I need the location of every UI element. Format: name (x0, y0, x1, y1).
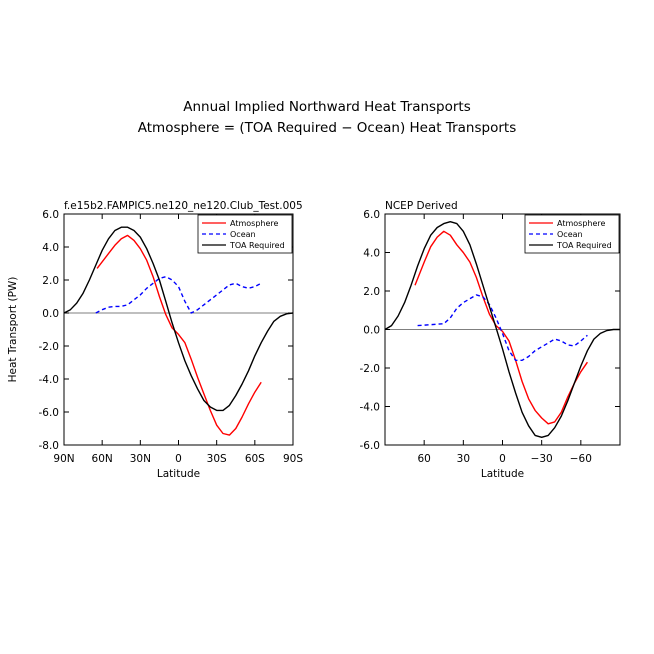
x-tick-label: 0 (175, 453, 182, 465)
legend-label: TOA Required (229, 241, 285, 250)
y-axis-label: Heat Transport (PW) (7, 277, 19, 383)
x-tick-label: 0 (499, 453, 506, 465)
legend-label: TOA Required (556, 241, 612, 250)
figure-title-line1: Annual Implied Northward Heat Transports (183, 99, 471, 115)
left-panel: 90N 60N 30N 0 30S 60S 90S 6.0 4.0 2.0 0.0 -2.0 -4.0 -… (7, 200, 303, 480)
series-line-ocean (95, 276, 262, 314)
series-line-atmosphere (96, 234, 262, 436)
x-tick-label: 30S (207, 453, 227, 465)
x-tick-label: 30 (457, 453, 470, 465)
y-tick-label: 0.0 (363, 325, 380, 337)
x-tick-label: −60 (570, 453, 592, 465)
legend-box (197, 214, 293, 254)
y-tick-label: -6.0 (360, 440, 381, 452)
y-tick-label: -6.0 (39, 407, 60, 419)
legend: Atmosphere Ocean TOA Required (197, 214, 293, 254)
series-line-atmosphere (414, 230, 588, 425)
legend-label: Atmosphere (230, 219, 279, 228)
y-tick-label: 6.0 (42, 209, 59, 221)
y-tick-label: 6.0 (363, 209, 380, 221)
x-tick-label: 90N (53, 453, 74, 465)
legend-label: Atmosphere (557, 219, 606, 228)
panel-subtitle: f.e15b2.FAMPIC5.ne120_ne120.Club_Test.00… (64, 200, 303, 212)
legend-box (524, 214, 620, 254)
x-tick-label: 90S (283, 453, 303, 465)
x-axis-label: Latitude (157, 468, 200, 480)
y-tick-label: -8.0 (39, 440, 60, 452)
y-tick-label: 0.0 (42, 308, 59, 320)
y-tick-label: 2.0 (363, 286, 380, 298)
y-tick-label: -2.0 (39, 341, 60, 353)
y-tick-label: 4.0 (363, 248, 380, 260)
x-tick-label: 60S (245, 453, 265, 465)
panel-subtitle: NCEP Derived (385, 200, 458, 212)
x-tick-label: −30 (531, 453, 553, 465)
x-axis-label: Latitude (481, 468, 524, 480)
figure-title-line2: Atmosphere = (TOA Required − Ocean) Heat… (138, 120, 516, 136)
y-tick-label: 2.0 (42, 275, 59, 287)
y-tick-label: -4.0 (360, 402, 381, 414)
series-line-toa-required (384, 220, 620, 438)
right-panel: 60 30 0 −30 −60 6.0 4.0 2.0 0.0 -2.0 -4.0 -6.0 NCEP … (360, 200, 621, 480)
series-line-toa-required (63, 226, 294, 412)
legend-label: Ocean (230, 230, 256, 239)
x-tick-label: 60N (92, 453, 113, 465)
legend-label: Ocean (557, 230, 583, 239)
x-tick-label: 30N (130, 453, 151, 465)
legend: Atmosphere Ocean TOA Required (524, 214, 620, 254)
x-tick-label: 60 (417, 453, 430, 465)
y-tick-label: -2.0 (360, 363, 381, 375)
y-tick-label: -4.0 (39, 374, 60, 386)
y-tick-label: 4.0 (42, 242, 59, 254)
